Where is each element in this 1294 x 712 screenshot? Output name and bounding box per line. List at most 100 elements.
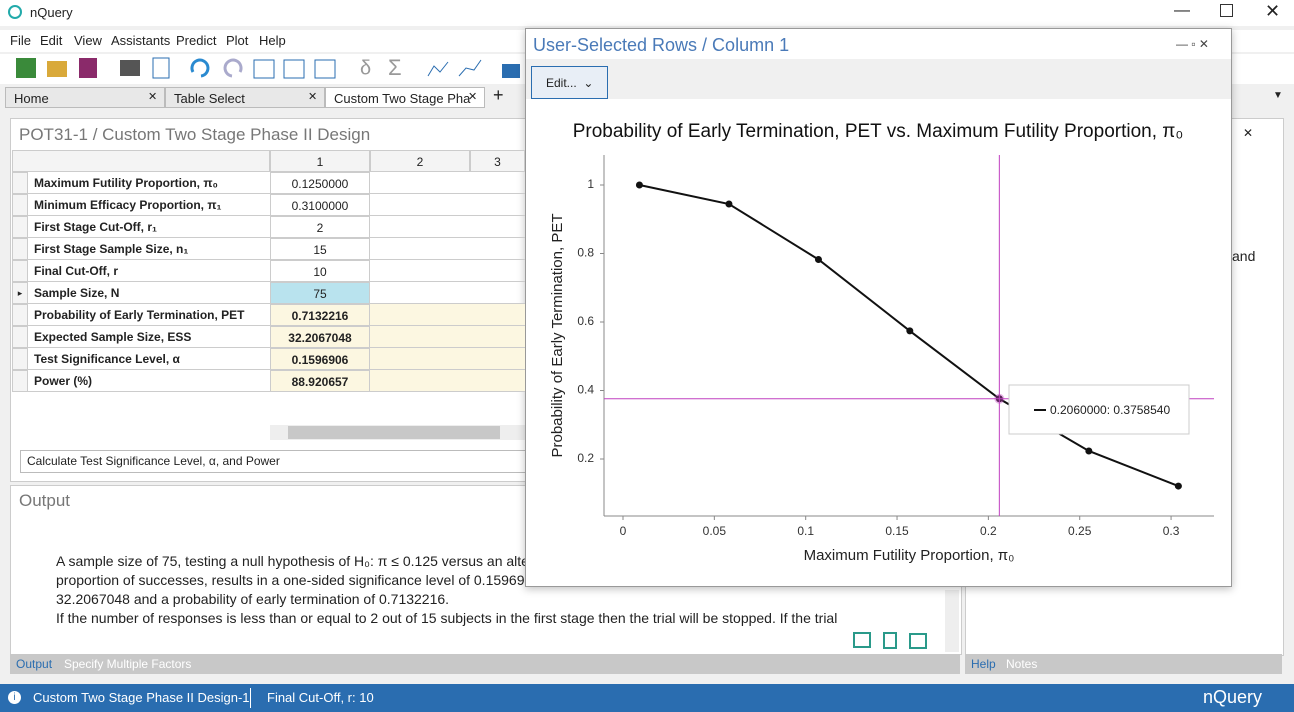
y-tick-label: 0.4 [577,383,594,397]
menu-item[interactable]: Help [259,33,286,48]
crosshair-point [994,393,1005,404]
value-cell[interactable]: 0.1250000 [270,172,370,194]
tooltip-label: 0.2060000: 0.3758540 [1050,403,1170,417]
row-header [12,216,28,238]
print-button[interactable] [853,632,871,648]
data-line [639,184,1179,487]
icon[interactable]: δ [360,57,371,79]
empty-cell [370,282,525,304]
icon[interactable] [283,59,305,79]
row-header [12,260,28,282]
y-tick-label: 0.2 [577,451,594,465]
menu-item[interactable]: Plot [226,33,249,48]
icon[interactable] [120,60,140,76]
icon[interactable] [458,59,482,77]
data-point [635,181,643,189]
x-tick-label: 0.15 [885,524,909,538]
edit-button[interactable] [909,633,927,649]
tab[interactable]: Table Select [165,87,325,108]
app-title: nQuery [30,5,73,20]
output-title: Output [19,491,71,510]
value-cell: 0.7132216 [270,304,370,326]
icon[interactable] [314,59,336,79]
tab-close[interactable]: ✕ [148,91,158,103]
menu-item[interactable]: Assistants [111,33,171,48]
copy-button[interactable] [883,632,897,649]
value-cell: 88.920657 [270,370,370,392]
tab[interactable]: Help [971,657,996,671]
v-scrollbar[interactable] [945,590,959,652]
chart-title: Probability of Early Termination, PET vs… [573,121,1184,142]
tab-close[interactable]: ✕ [468,91,478,103]
tab[interactable]: Notes [1006,657,1038,671]
minimize[interactable]: — [1174,2,1190,19]
value-cell[interactable]: 10 [270,260,370,282]
header-cell [12,150,270,172]
empty-cell [370,326,525,348]
design-title: POT31-1 / Custom Two Stage Phase II Desi… [19,125,371,144]
output-tabs [10,654,960,674]
x-tick-label: 0.05 [703,524,727,538]
empty-cell [370,348,525,370]
value-cell[interactable]: 75 [270,282,370,304]
icon[interactable] [502,64,520,78]
x-tick-label: 0 [620,524,627,538]
icon[interactable] [253,59,275,79]
maximize[interactable] [1220,4,1233,17]
data-point [1174,482,1182,490]
column-header: 1 [270,150,370,172]
column-header: 2 [370,150,470,172]
icon[interactable] [79,58,97,78]
brand: nQuery [1203,687,1263,707]
data-point [1085,447,1093,455]
close[interactable]: ✕ [1265,1,1281,21]
icon[interactable] [223,58,243,78]
empty-cell [370,260,525,282]
row-label: First Stage Sample Size, n₁ [28,238,270,260]
icon[interactable] [190,58,210,78]
icon[interactable]: Σ [388,55,402,80]
output-actions [853,632,927,649]
value-cell: 0.1596906 [270,348,370,370]
tab-close[interactable]: ✕ [308,91,318,103]
tab[interactable]: Specify Multiple Factors [64,657,192,671]
row-label: First Stage Cut-Off, r₁ [28,216,270,238]
value-cell[interactable]: 0.3100000 [270,194,370,216]
data-point [906,327,914,335]
row-header [12,370,28,392]
menu-item[interactable]: File [10,33,31,48]
pin[interactable]: ✕ [1243,126,1254,140]
tab[interactable]: Custom Two Stage Pha [325,87,485,108]
menu-item[interactable]: Predict [176,33,217,48]
tab[interactable]: Home [5,87,165,108]
empty-cell [370,370,525,392]
help-tabs [965,654,1282,674]
tab[interactable]: Output [16,657,53,671]
calculate-dropdown[interactable]: Calculate Test Significance Level, α, an… [20,450,548,473]
output-line: proportion of successes, results in a on… [56,572,525,588]
icon[interactable] [152,57,170,79]
status-item: Custom Two Stage Phase II Design-1 [33,690,250,705]
row-header [12,348,28,370]
menu-item[interactable]: Edit [40,33,63,48]
button-label: Edit... [546,76,577,90]
value-cell[interactable]: 2 [270,216,370,238]
output-line: 32.2067048 and a probability of early te… [56,591,450,607]
icon[interactable] [427,61,449,77]
row-header: ▸ [12,282,28,304]
value-cell: 32.2067048 [270,326,370,348]
row-label: Expected Sample Size, ESS [28,326,270,348]
icon[interactable] [47,61,67,77]
empty-cell [370,304,525,326]
value-cell[interactable]: 15 [270,238,370,260]
menu-item[interactable]: View [74,33,102,48]
popup-controls[interactable]: — ▫ ✕ [1176,37,1209,51]
edit-menu-button[interactable]: Edit... ⌄ [531,66,608,99]
h-scrollbar[interactable] [270,425,525,440]
tab-menu[interactable]: ▼ [1273,90,1283,101]
icon[interactable] [16,58,36,78]
y-tick-label: 1 [587,177,594,191]
new-tab[interactable]: + [493,85,504,105]
output-line: If the number of responses is less than … [56,610,838,626]
